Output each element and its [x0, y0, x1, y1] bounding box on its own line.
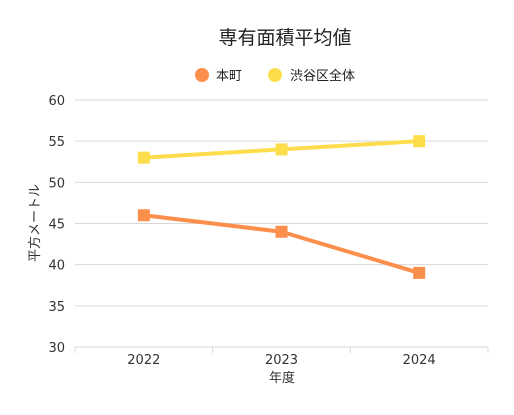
y-axis-ticks: 60 55 50 45 40 35 30	[48, 94, 65, 356]
y-tick-label: 60	[48, 94, 65, 109]
x-tick-label: 2023	[265, 353, 298, 368]
legend: 本町 渋谷区全体	[195, 68, 355, 84]
y-tick-label: 30	[48, 341, 65, 356]
legend-item-series-1[interactable]: 本町	[195, 68, 242, 84]
y-tick-label: 50	[48, 176, 65, 191]
x-tick-label: 2024	[403, 353, 436, 368]
x-axis-ticks: 2022 2023 2024	[74, 347, 489, 368]
y-tick-label: 55	[48, 135, 65, 150]
data-point-series-1[interactable]	[275, 225, 288, 238]
chart-title: 専有面積平均値	[218, 27, 351, 49]
y-tick-label: 35	[48, 300, 65, 315]
legend-label-series-2: 渋谷区全体	[290, 68, 355, 84]
legend-item-series-2[interactable]: 渋谷区全体	[268, 68, 355, 84]
data-point-series-2[interactable]	[275, 143, 288, 156]
y-axis-title: 平方メートル	[27, 184, 43, 262]
series-layer	[137, 135, 426, 279]
y-tick-label: 40	[48, 259, 65, 274]
legend-marker-series-2	[268, 68, 282, 82]
data-point-series-2[interactable]	[413, 135, 426, 148]
legend-label-series-1: 本町	[216, 69, 242, 84]
data-point-series-1[interactable]	[137, 209, 150, 222]
x-tick-label: 2022	[127, 353, 160, 368]
grid-layer	[75, 99, 488, 348]
y-tick-label: 45	[48, 218, 65, 233]
legend-marker-series-1	[195, 68, 209, 82]
data-point-series-1[interactable]	[413, 266, 426, 279]
x-axis-title: 年度	[269, 370, 295, 386]
data-point-series-2[interactable]	[137, 151, 150, 164]
